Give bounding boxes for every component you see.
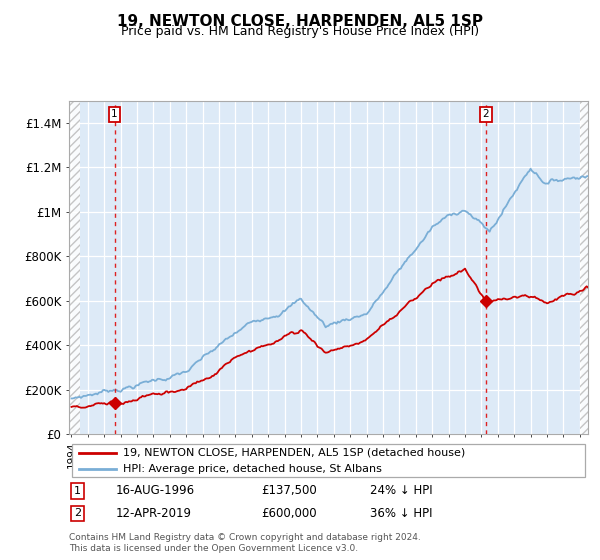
Text: 36% ↓ HPI: 36% ↓ HPI [370,507,433,520]
Text: 1: 1 [111,109,118,119]
Text: 19, NEWTON CLOSE, HARPENDEN, AL5 1SP: 19, NEWTON CLOSE, HARPENDEN, AL5 1SP [117,14,483,29]
Bar [580,101,588,434]
Text: £600,000: £600,000 [261,507,317,520]
Text: 12-APR-2019: 12-APR-2019 [116,507,192,520]
Text: HPI: Average price, detached house, St Albans: HPI: Average price, detached house, St A… [124,464,382,474]
Text: £137,500: £137,500 [261,484,317,497]
Bar [69,101,80,434]
Text: 16-AUG-1996: 16-AUG-1996 [116,484,195,497]
Text: Price paid vs. HM Land Registry's House Price Index (HPI): Price paid vs. HM Land Registry's House … [121,25,479,38]
FancyBboxPatch shape [71,444,586,477]
Text: 24% ↓ HPI: 24% ↓ HPI [370,484,433,497]
Text: Contains HM Land Registry data © Crown copyright and database right 2024.
This d: Contains HM Land Registry data © Crown c… [69,533,421,553]
Text: 2: 2 [482,109,489,119]
Text: 2: 2 [74,508,82,519]
Text: 1: 1 [74,486,81,496]
Text: 19, NEWTON CLOSE, HARPENDEN, AL5 1SP (detached house): 19, NEWTON CLOSE, HARPENDEN, AL5 1SP (de… [124,447,466,458]
